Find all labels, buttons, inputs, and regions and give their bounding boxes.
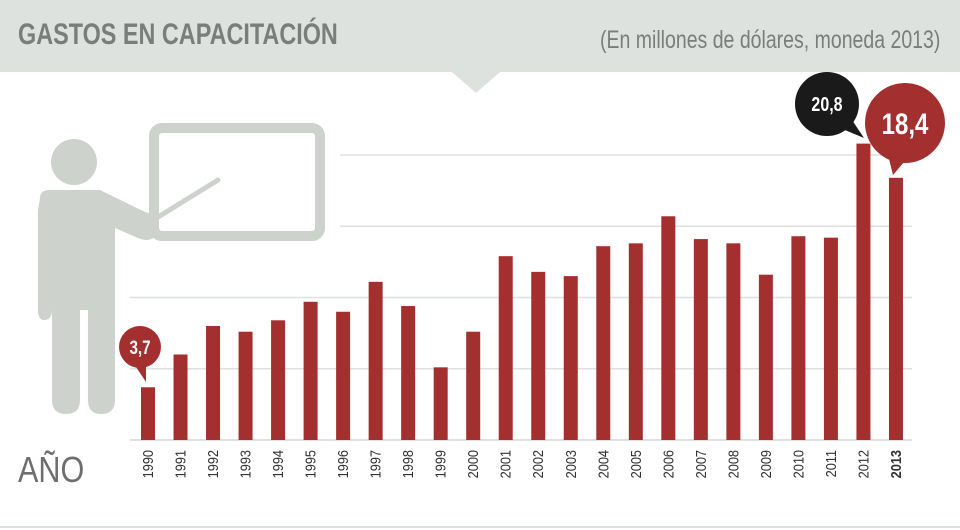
bar-2003: [563, 276, 578, 440]
bar-2010: [791, 236, 806, 440]
bar-2009: [758, 274, 773, 440]
bar-1994: [271, 320, 286, 440]
x-tick-label: 2003: [562, 450, 579, 479]
x-tick-label: 2006: [659, 450, 676, 479]
bar-2004: [596, 246, 611, 440]
x-tick-label: 2005: [627, 450, 644, 479]
x-tick-label: 2011: [822, 450, 839, 478]
x-tick-label: 1996: [334, 450, 351, 479]
bar-1990: [141, 387, 155, 440]
x-tick-label: 1995: [302, 450, 319, 479]
bar-2011: [823, 237, 838, 440]
bar-2007: [693, 239, 708, 440]
chart-subtitle: (En millones de dólares, moneda 2013): [599, 26, 940, 54]
bottom-divider: [0, 526, 960, 528]
bar-1991: [173, 354, 188, 440]
data-label: 20,8: [811, 94, 842, 116]
bar-1993: [238, 331, 253, 440]
x-tick-label: 2013: [887, 450, 904, 479]
bar-2006: [661, 216, 676, 440]
bar-2013: [888, 177, 903, 441]
bar-2001: [498, 256, 513, 440]
x-tick-label: 2012: [854, 450, 871, 479]
bar-1998: [401, 306, 416, 440]
bar-2000: [466, 331, 481, 440]
bar-1996: [336, 311, 351, 440]
x-tick-label: 2008: [724, 450, 741, 479]
chart-title: GASTOS EN CAPACITACIÓN: [18, 18, 338, 51]
header-pointer: [452, 72, 500, 93]
data-label: 18,4: [882, 106, 929, 140]
bar-1999: [433, 367, 448, 440]
callout-1990: 3,7: [119, 326, 161, 382]
header-bar: GASTOS EN CAPACITACIÓN (En millones de d…: [0, 0, 960, 72]
x-tick-label: 2001: [497, 450, 514, 479]
teacher-with-board-icon: [38, 123, 325, 414]
bar-1992: [206, 326, 221, 440]
x-tick-label: 2000: [464, 450, 481, 479]
x-tick-label: 1990: [139, 450, 156, 479]
callout-2013: 18,4: [865, 83, 945, 175]
bar-2005: [628, 243, 643, 440]
x-tick-label: 1994: [269, 450, 286, 479]
bar-2002: [531, 271, 546, 440]
bar-1997: [368, 281, 383, 440]
x-tick-label: 1993: [237, 450, 254, 479]
x-tick-label: 1997: [367, 450, 384, 479]
x-tick-label: 2010: [789, 450, 806, 479]
x-tick-label: 1992: [204, 450, 221, 479]
bar-2012: [856, 143, 871, 440]
x-axis-label: AÑO: [18, 450, 84, 491]
x-tick-label: 2007: [692, 450, 709, 479]
x-tick-label: 1999: [432, 450, 449, 479]
x-tick-label: 2009: [757, 450, 774, 479]
bar-2008: [726, 243, 741, 440]
bar-1995: [303, 301, 318, 440]
data-label: 3,7: [129, 336, 150, 358]
x-tick-label: 1998: [399, 450, 416, 479]
callout-2012: 20,8: [795, 72, 864, 138]
x-tick-label: 2004: [594, 450, 611, 479]
x-tick-label: 1991: [172, 450, 189, 479]
x-tick-label: 2002: [529, 450, 546, 479]
